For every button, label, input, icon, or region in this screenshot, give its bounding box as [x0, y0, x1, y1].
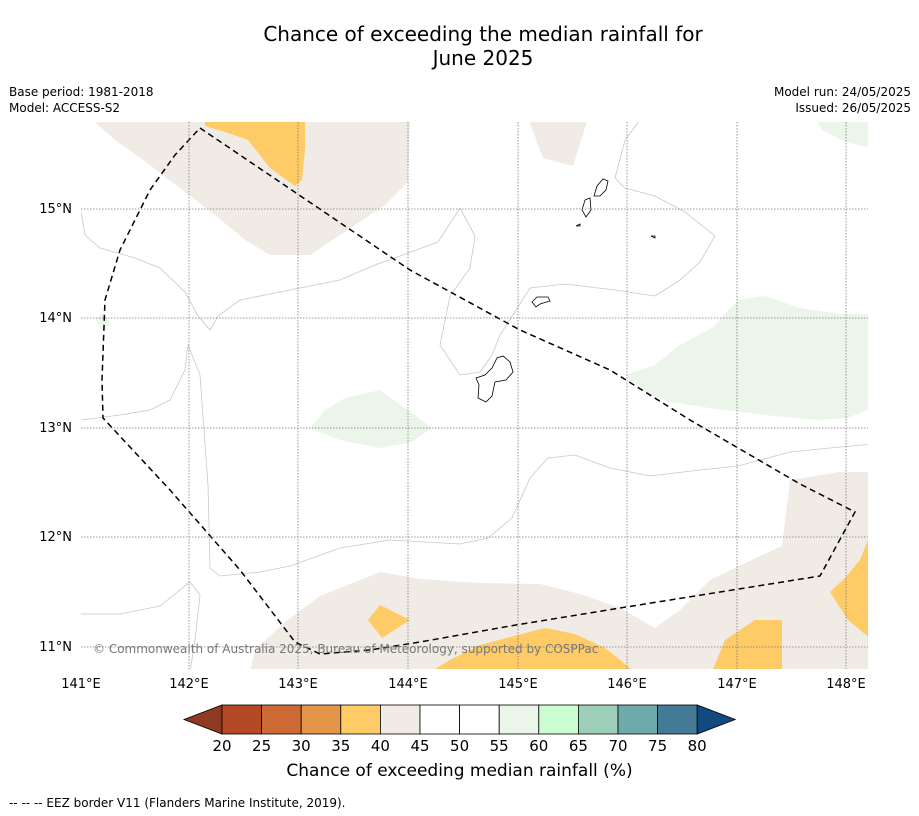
- lat-label: 12°N: [39, 530, 72, 545]
- lon-label: 143°E: [278, 677, 318, 692]
- colorbar-tick-label: 60: [529, 737, 548, 755]
- colorbar-swatch: [221, 704, 262, 735]
- colorbar-tick-label: 25: [252, 737, 271, 755]
- colorbar-under-arrow: [182, 704, 223, 735]
- lon-label: 147°E: [717, 677, 757, 692]
- meta-right: Model run: 24/05/2025 Issued: 26/05/2025: [774, 84, 911, 116]
- island-aguijan: [575, 223, 581, 227]
- colorbar-label: Chance of exceeding median rainfall (%): [286, 761, 633, 781]
- model-run: Model run: 24/05/2025: [773, 85, 911, 99]
- colorbar-swatch: [261, 704, 302, 735]
- lat-label: 14°N: [39, 311, 72, 326]
- colorbar-tick-label: 65: [569, 737, 588, 755]
- copyright-text: © Commonwealth of Australia 2025, Bureau…: [93, 642, 598, 656]
- contour-lines: [81, 122, 868, 669]
- island-tinian: [581, 197, 592, 218]
- region-35-40-southeast: [713, 620, 782, 669]
- colorbar-over-arrow: [696, 704, 737, 735]
- meta-left: Base period: 1981-2018 Model: ACCESS-S2: [9, 84, 154, 116]
- region-40-45-north: [94, 122, 410, 255]
- colorbar-tick-label: 55: [490, 737, 509, 755]
- colorbar-tick-label: 45: [410, 737, 429, 755]
- map-area: [81, 122, 868, 669]
- region-40-45-north-small: [529, 122, 587, 166]
- colorbar-swatch: [340, 704, 381, 735]
- chart-title: Chance of exceeding the median rainfall …: [0, 22, 919, 70]
- latitude-labels: 15°N 14°N 13°N 12°N 11°N: [39, 202, 72, 655]
- colorbar-swatch: [498, 704, 540, 735]
- lon-label: 148°E: [826, 677, 866, 692]
- issued-date: Issued: 26/05/2025: [795, 101, 911, 115]
- graticule: [81, 122, 868, 669]
- region-35-40-south-small: [368, 605, 410, 638]
- model-name: Model: ACCESS-S2: [9, 101, 121, 115]
- title-line-2: June 2025: [432, 46, 534, 70]
- colorbar-tick-label: 50: [450, 737, 469, 755]
- island-farallon: [650, 235, 656, 239]
- colorbar: 20 25 30 35 40 45 50 55 60 65 70 75 80: [182, 704, 737, 755]
- lat-label: 13°N: [39, 421, 72, 436]
- colorbar-tick-label: 40: [371, 737, 390, 755]
- lat-label: 15°N: [39, 202, 72, 217]
- region-35-40-south: [435, 628, 631, 669]
- eez-border: [101, 127, 857, 655]
- region-55-60-east: [625, 296, 868, 420]
- colorbar-swatch: [578, 704, 619, 735]
- island-saipan: [593, 178, 609, 197]
- region-55-60-central: [310, 390, 432, 448]
- lon-label: 146°E: [607, 677, 647, 692]
- colorbar-tick-label: 70: [608, 737, 627, 755]
- colorbar-tick-label: 30: [292, 737, 311, 755]
- islands: [475, 178, 656, 403]
- title-line-1: Chance of exceeding the median rainfall …: [263, 22, 703, 46]
- colorbar-tick-label: 35: [331, 737, 350, 755]
- lon-label: 144°E: [388, 677, 428, 692]
- longitude-labels: 141°E 142°E 143°E 144°E 145°E 146°E 147°…: [61, 677, 866, 692]
- colorbar-swatch: [419, 704, 460, 735]
- colorbar-swatch: [538, 704, 579, 735]
- region-55-60-west-small: [96, 312, 110, 332]
- colorbar-swatch: [617, 704, 658, 735]
- colorbar-swatch: [657, 704, 698, 735]
- colorbar-swatch: [300, 704, 342, 735]
- colorbar-tick-label: 75: [648, 737, 667, 755]
- colorbar-swatch: [379, 704, 421, 735]
- island-rota: [531, 296, 551, 308]
- region-55-60-northeast: [817, 122, 868, 148]
- colorbar-swatch: [459, 704, 500, 735]
- colorbar-tick-label: 80: [688, 737, 707, 755]
- lon-label: 145°E: [498, 677, 538, 692]
- region-35-40-north: [205, 122, 305, 186]
- lon-label: 141°E: [61, 677, 101, 692]
- footnote: -- -- -- EEZ border V11 (Flanders Marine…: [9, 796, 346, 810]
- region-35-40-east: [830, 540, 868, 637]
- lat-label: 11°N: [39, 640, 72, 655]
- lon-label: 142°E: [169, 677, 209, 692]
- colorbar-tick-label: 20: [212, 737, 231, 755]
- base-period: Base period: 1981-2018: [9, 85, 154, 99]
- island-guam: [475, 355, 514, 403]
